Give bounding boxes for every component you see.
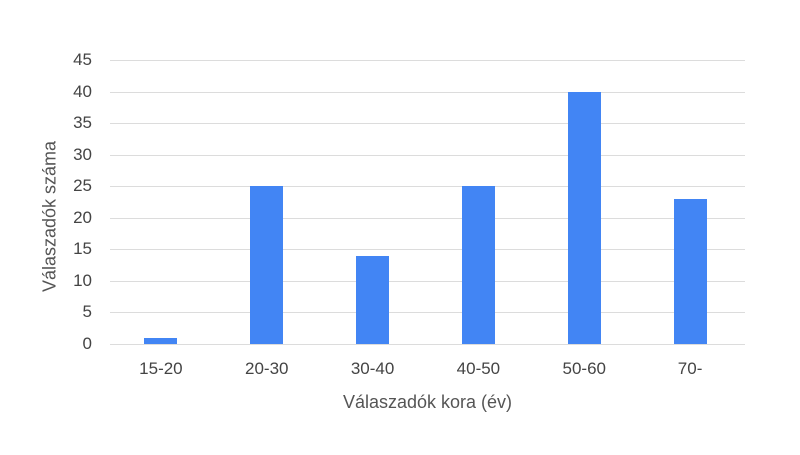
y-tick-label: 30 [73,144,92,164]
gridline [110,312,745,314]
y-tick-label: 25 [73,176,92,196]
y-tick-label: 20 [73,207,92,227]
x-tick-label: 70- [677,359,703,378]
gridline [110,154,745,156]
gridline [110,280,745,282]
gridline [110,123,745,125]
y-tick-label: 40 [73,81,92,101]
bar-30-40[interactable] [356,255,390,344]
y-tick-label: 0 [82,334,92,353]
bar-15-20[interactable] [144,337,178,344]
y-tick-label: 15 [73,239,92,259]
x-tick-label: 15-20 [139,359,183,378]
x-tick-label: 50-60 [562,359,606,378]
x-axis-label: Válaszadók kora (év) [342,392,513,412]
gridline [110,186,745,188]
bar-40-50[interactable] [461,186,495,344]
y-tick-label: 5 [82,302,92,322]
y-tick-label: 10 [73,270,92,290]
x-tick-label: 30-40 [350,359,395,378]
gridline [110,249,745,251]
bar-70-[interactable] [673,198,707,344]
y-tick-label: 45 [73,50,92,69]
x-tick-label: 20-30 [245,359,289,378]
gridline [110,217,745,219]
bar-20-30[interactable] [250,186,284,344]
gridline [110,344,745,345]
gridline [110,60,745,61]
y-tick-label: 35 [73,113,92,133]
x-tick-label: 40-50 [456,359,501,378]
gridline [110,91,745,93]
bar-50-60[interactable] [567,91,601,344]
